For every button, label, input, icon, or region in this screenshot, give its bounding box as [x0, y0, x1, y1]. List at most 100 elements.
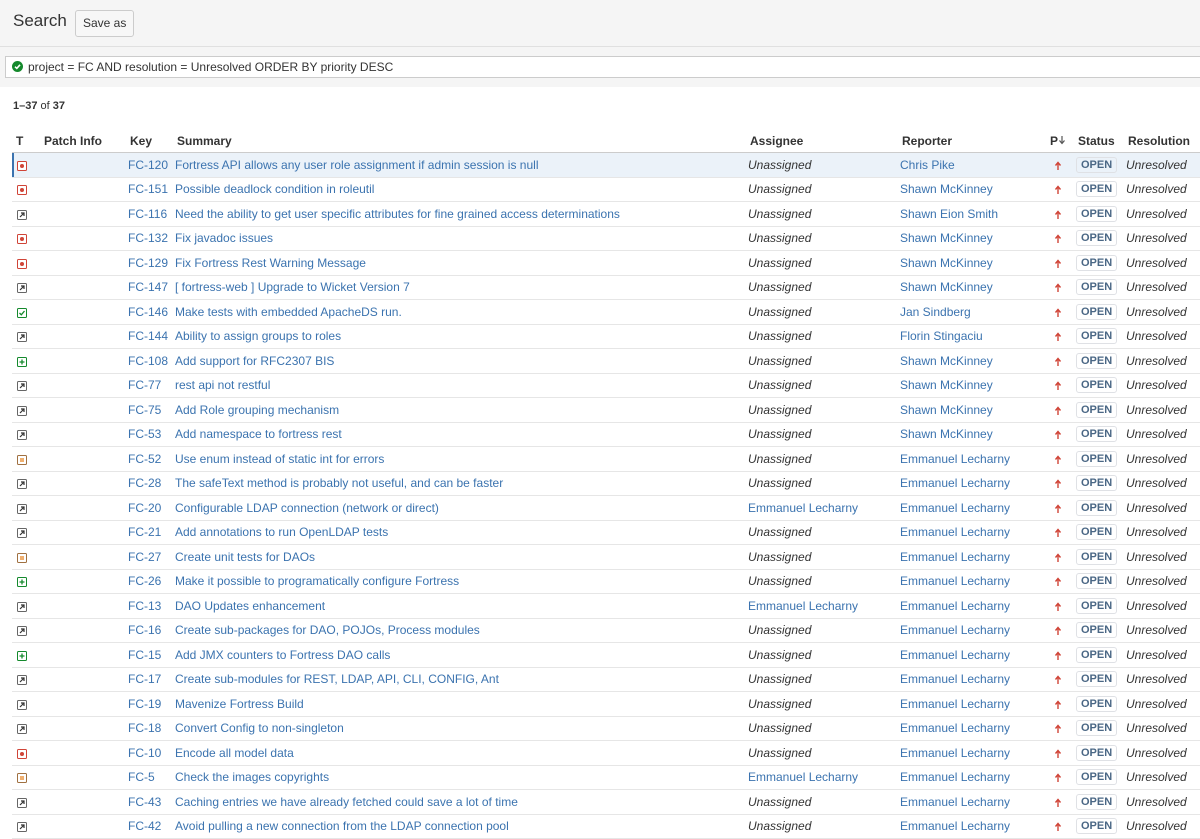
- issue-summary[interactable]: Fix javadoc issues: [175, 231, 274, 246]
- issue-row[interactable]: FC-5 Check the images copyrights Emmanuel …: [12, 765, 1200, 790]
- assignee[interactable]: Emmanuel Lecharny: [748, 500, 859, 515]
- issue-row[interactable]: FC-16 Create sub-packages for DAO, POJOs,…: [12, 618, 1200, 643]
- reporter[interactable]: Emmanuel Lecharny: [900, 696, 1011, 711]
- issue-summary[interactable]: Add Role grouping mechanism: [175, 402, 340, 417]
- issue-summary[interactable]: Add namespace to fortress rest: [175, 427, 342, 442]
- reporter[interactable]: Shawn McKinney: [900, 280, 993, 295]
- issue-key[interactable]: FC-116: [128, 206, 168, 221]
- issue-key[interactable]: FC-53: [128, 427, 162, 442]
- issue-row[interactable]: FC-27 Create unit tests for DAOs Unassigne…: [12, 544, 1200, 570]
- issue-row[interactable]: FC-52 Use enum instead of static int for …: [12, 446, 1200, 472]
- issue-key[interactable]: FC-18: [128, 721, 162, 736]
- issue-row[interactable]: FC-43 Caching entries we have already fet…: [12, 789, 1200, 815]
- reporter[interactable]: Shawn McKinney: [900, 353, 993, 368]
- issue-key[interactable]: FC-13: [128, 598, 162, 613]
- reporter[interactable]: Jan Sindberg: [900, 304, 971, 319]
- issue-row[interactable]: FC-21 Add annotations to run OpenLDAP tes…: [12, 520, 1200, 545]
- issue-summary[interactable]: Make it possible to programatically conf…: [175, 574, 460, 589]
- issue-summary[interactable]: Configurable LDAP connection (network or…: [175, 500, 439, 515]
- issue-key[interactable]: FC-108: [128, 353, 169, 368]
- issue-row[interactable]: FC-108 Add support for RFC2307 BIS Unassig…: [12, 348, 1200, 374]
- issue-summary[interactable]: Fortress API allows any user role assign…: [175, 157, 539, 172]
- reporter[interactable]: Shawn McKinney: [900, 402, 993, 417]
- reporter[interactable]: Chris Pike: [900, 157, 955, 172]
- issue-summary[interactable]: Avoid pulling a new connection from the …: [175, 819, 509, 834]
- reporter[interactable]: Emmanuel Lecharny: [900, 598, 1011, 613]
- reporter[interactable]: Shawn McKinney: [900, 182, 993, 197]
- issue-key[interactable]: FC-28: [128, 476, 162, 491]
- reporter[interactable]: Emmanuel Lecharny: [900, 549, 1011, 564]
- issue-key[interactable]: FC-17: [128, 672, 162, 687]
- issue-summary[interactable]: Add annotations to run OpenLDAP tests: [175, 525, 389, 540]
- reporter[interactable]: Shawn Eion Smith: [900, 206, 999, 221]
- reporter[interactable]: Emmanuel Lecharny: [900, 647, 1011, 662]
- issue-row[interactable]: FC-19 Mavenize Fortress Build Unassigned Em…: [12, 691, 1200, 717]
- issue-row[interactable]: FC-151 Possible deadlock condition in rol…: [12, 177, 1200, 202]
- issue-summary[interactable]: The safeText method is probably not usef…: [175, 476, 504, 491]
- issue-summary[interactable]: Create sub-packages for DAO, POJOs, Proc…: [175, 623, 480, 638]
- reporter[interactable]: Shawn McKinney: [900, 255, 993, 270]
- reporter[interactable]: Emmanuel Lecharny: [900, 770, 1011, 785]
- issue-summary[interactable]: Possible deadlock condition in roleutil: [175, 182, 375, 197]
- reporter[interactable]: Emmanuel Lecharny: [900, 476, 1011, 491]
- issue-summary[interactable]: Fix Fortress Rest Warning Message: [175, 255, 366, 270]
- issue-key[interactable]: FC-151: [128, 182, 169, 197]
- reporter[interactable]: Emmanuel Lecharny: [900, 745, 1011, 760]
- issue-key[interactable]: FC-16: [128, 623, 162, 638]
- reporter[interactable]: Emmanuel Lecharny: [900, 574, 1011, 589]
- issue-summary[interactable]: Use enum instead of static int for error…: [175, 451, 385, 466]
- issue-key[interactable]: FC-129: [128, 255, 169, 270]
- reporter[interactable]: Shawn McKinney: [900, 427, 993, 442]
- issue-summary[interactable]: DAO Updates enhancement: [175, 598, 326, 613]
- reporter[interactable]: Florin Stingaciu: [900, 329, 983, 344]
- issue-row[interactable]: FC-42 Avoid pulling a new connection from…: [12, 814, 1200, 839]
- issue-key[interactable]: FC-52: [128, 451, 162, 466]
- assignee[interactable]: Emmanuel Lecharny: [748, 598, 859, 613]
- issue-row[interactable]: FC-144 Ability to assign groups to roles U…: [12, 324, 1200, 349]
- sort-arrow[interactable]: [1058, 135, 1066, 145]
- issue-row[interactable]: FC-120 Fortress API allows any user role …: [12, 152, 1200, 178]
- reporter[interactable]: Emmanuel Lecharny: [900, 672, 1011, 687]
- issue-summary[interactable]: Check the images copyrights: [175, 770, 330, 785]
- issue-key[interactable]: FC-27: [128, 549, 162, 564]
- issue-summary[interactable]: Encode all model data: [175, 745, 294, 760]
- issue-summary[interactable]: Add JMX counters to Fortress DAO calls: [175, 647, 391, 662]
- issue-key[interactable]: FC-120: [128, 157, 169, 172]
- issue-summary[interactable]: Mavenize Fortress Build: [175, 696, 304, 711]
- issue-summary[interactable]: Make tests with embedded ApacheDS run.: [175, 304, 402, 319]
- issue-summary[interactable]: Add support for RFC2307 BIS: [175, 353, 335, 368]
- issue-summary[interactable]: Create sub-modules for REST, LDAP, API, …: [175, 672, 499, 687]
- reporter[interactable]: Emmanuel Lecharny: [900, 623, 1011, 638]
- issue-key[interactable]: FC-10: [128, 745, 162, 760]
- issue-row[interactable]: FC-18 Convert Config to non-singleton Unas…: [12, 716, 1200, 741]
- issue-row[interactable]: FC-77 rest api not restful Unassigned Shawn…: [12, 373, 1200, 398]
- issue-row[interactable]: FC-10 Encode all model data Unassigned Emma…: [12, 740, 1200, 766]
- issue-row[interactable]: FC-26 Make it possible to programatically…: [12, 569, 1200, 594]
- issue-row[interactable]: FC-75 Add Role grouping mechanism Unassign…: [12, 397, 1200, 423]
- issue-summary[interactable]: rest api not restful: [175, 378, 271, 393]
- issue-summary[interactable]: Create unit tests for DAOs: [175, 549, 316, 564]
- issue-row[interactable]: FC-53 Add namespace to fortress rest Unass…: [12, 422, 1200, 447]
- issue-summary[interactable]: Ability to assign groups to roles: [175, 329, 342, 344]
- issue-row[interactable]: FC-17 Create sub-modules for REST, LDAP, …: [12, 667, 1200, 692]
- issue-key[interactable]: FC-19: [128, 696, 162, 711]
- query-input[interactable]: project = FC AND resolution = Unresolved…: [5, 56, 1200, 78]
- save-as-button[interactable]: Save as: [75, 10, 135, 37]
- issue-row[interactable]: FC-129 Fix Fortress Rest Warning Message U…: [12, 250, 1200, 276]
- reporter[interactable]: Emmanuel Lecharny: [900, 819, 1011, 834]
- issue-key[interactable]: FC-15: [128, 647, 162, 662]
- reporter[interactable]: Emmanuel Lecharny: [900, 500, 1011, 515]
- issue-summary[interactable]: [ fortress-web ] Upgrade to Wicket Versi…: [175, 280, 410, 295]
- issue-row[interactable]: FC-13 DAO Updates enhancement Emmanuel Lec…: [12, 593, 1200, 619]
- issue-key[interactable]: FC-146: [128, 304, 169, 319]
- issue-key[interactable]: FC-42: [128, 819, 162, 834]
- issue-key[interactable]: FC-21: [128, 525, 162, 540]
- issue-row[interactable]: FC-15 Add JMX counters to Fortress DAO ca…: [12, 642, 1200, 668]
- issue-row[interactable]: FC-146 Make tests with embedded ApacheDS …: [12, 299, 1200, 325]
- issue-row[interactable]: FC-20 Configurable LDAP connection (netwo…: [12, 495, 1200, 521]
- reporter[interactable]: Emmanuel Lecharny: [900, 794, 1011, 809]
- issue-row[interactable]: FC-116 Need the ability to get user speci…: [12, 201, 1200, 227]
- issue-key[interactable]: FC-144: [128, 329, 169, 344]
- issue-key[interactable]: FC-5: [128, 770, 155, 785]
- issue-key[interactable]: FC-147: [128, 280, 169, 295]
